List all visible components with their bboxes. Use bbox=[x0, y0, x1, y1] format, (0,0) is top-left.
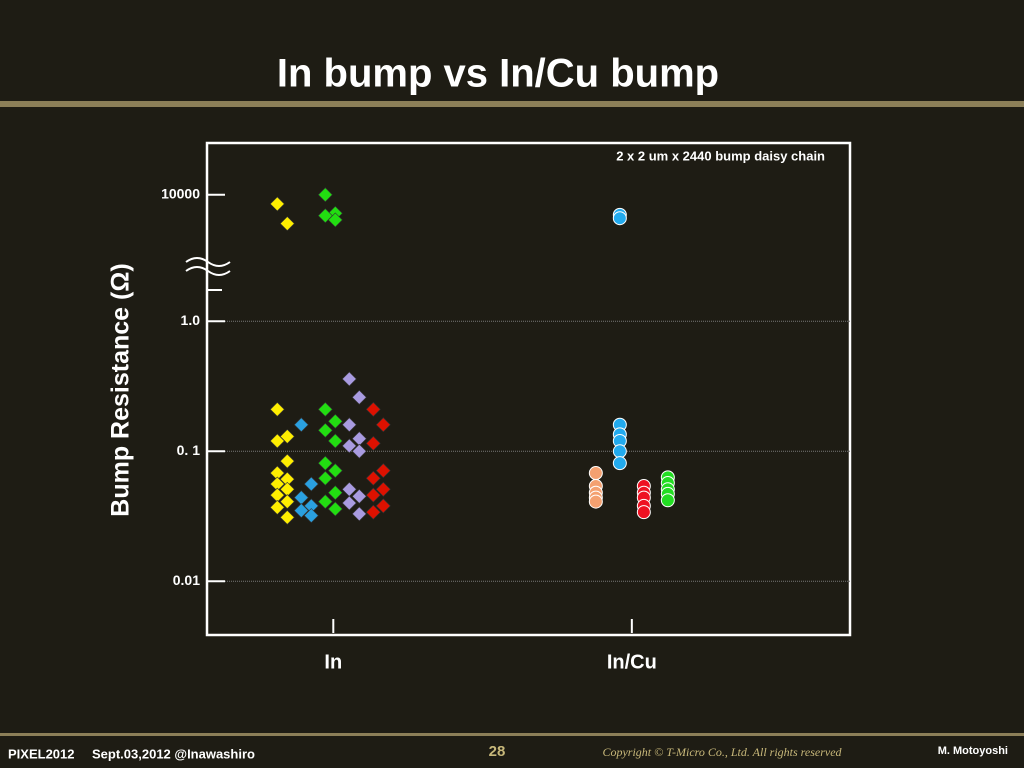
footer-rule bbox=[0, 733, 1024, 736]
data-point bbox=[588, 466, 603, 481]
data-point bbox=[327, 485, 343, 501]
slide-title: In bump vs In/Cu bump bbox=[277, 52, 719, 96]
data-point bbox=[269, 401, 285, 417]
data-point bbox=[269, 433, 285, 449]
data-point bbox=[341, 495, 357, 511]
break-mark bbox=[185, 257, 231, 267]
y-tick-label: 10000 bbox=[161, 185, 200, 201]
data-point bbox=[365, 401, 381, 417]
data-point bbox=[375, 417, 391, 433]
data-point bbox=[279, 494, 295, 510]
data-point bbox=[375, 498, 391, 514]
author: M. Motoyoshi bbox=[938, 745, 1008, 757]
data-point bbox=[317, 455, 333, 471]
data-point bbox=[317, 494, 333, 510]
annotation: 2 x 2 um x 2440 bump daisy chain bbox=[616, 148, 825, 163]
data-point bbox=[317, 208, 333, 224]
data-point bbox=[303, 476, 319, 492]
data-point bbox=[317, 422, 333, 438]
data-point bbox=[612, 456, 627, 471]
plot-frame bbox=[205, 141, 852, 637]
y-tick-label: 0. 1 bbox=[177, 442, 201, 458]
data-point bbox=[341, 438, 357, 454]
data-point bbox=[279, 216, 295, 231]
footer-event: PIXEL2012 bbox=[8, 746, 75, 761]
data-point bbox=[351, 389, 367, 405]
axis-break bbox=[185, 257, 231, 291]
data-point bbox=[317, 187, 333, 203]
data-point bbox=[636, 505, 651, 520]
page-number: 28 bbox=[489, 743, 506, 760]
data-point bbox=[317, 470, 333, 486]
data-point bbox=[303, 508, 319, 524]
data-point bbox=[341, 371, 357, 387]
data-point bbox=[612, 211, 627, 226]
data-point bbox=[365, 435, 381, 451]
data-point bbox=[279, 453, 295, 469]
data-point bbox=[327, 212, 343, 228]
data-point bbox=[612, 444, 627, 459]
y-tick-label: 0.01 bbox=[173, 572, 200, 588]
data-point bbox=[365, 504, 381, 520]
data-point bbox=[279, 509, 295, 525]
x-tick-label: In/Cu bbox=[607, 651, 657, 673]
y-axis-label: Bump Resistance (Ω) bbox=[107, 263, 135, 516]
data-point bbox=[660, 493, 675, 508]
data-point bbox=[351, 443, 367, 459]
data-point bbox=[293, 503, 309, 518]
data-point bbox=[327, 501, 343, 517]
data-point bbox=[351, 506, 367, 522]
data-point bbox=[365, 487, 381, 503]
data-point bbox=[327, 413, 343, 429]
break-mark bbox=[185, 266, 231, 276]
data-point bbox=[588, 494, 603, 509]
data-point bbox=[317, 401, 333, 417]
data-point bbox=[375, 481, 391, 497]
data-point bbox=[327, 433, 343, 449]
data-point bbox=[279, 429, 295, 444]
y-tick-label: 1.0 bbox=[181, 312, 201, 328]
title-rule bbox=[0, 101, 1024, 107]
data-point bbox=[375, 463, 391, 479]
x-tick-label: In bbox=[324, 651, 342, 673]
footer-place: Sept.03,2012 @Inawashiro bbox=[92, 746, 255, 761]
data-point bbox=[341, 417, 357, 433]
data-point bbox=[365, 470, 381, 486]
data-point bbox=[327, 463, 343, 479]
data-point bbox=[351, 488, 367, 504]
data-point bbox=[269, 499, 285, 515]
data-point bbox=[293, 417, 309, 433]
copyright: Copyright © T-Micro Co., Ltd. All rights… bbox=[602, 745, 842, 759]
data-point bbox=[269, 196, 285, 212]
